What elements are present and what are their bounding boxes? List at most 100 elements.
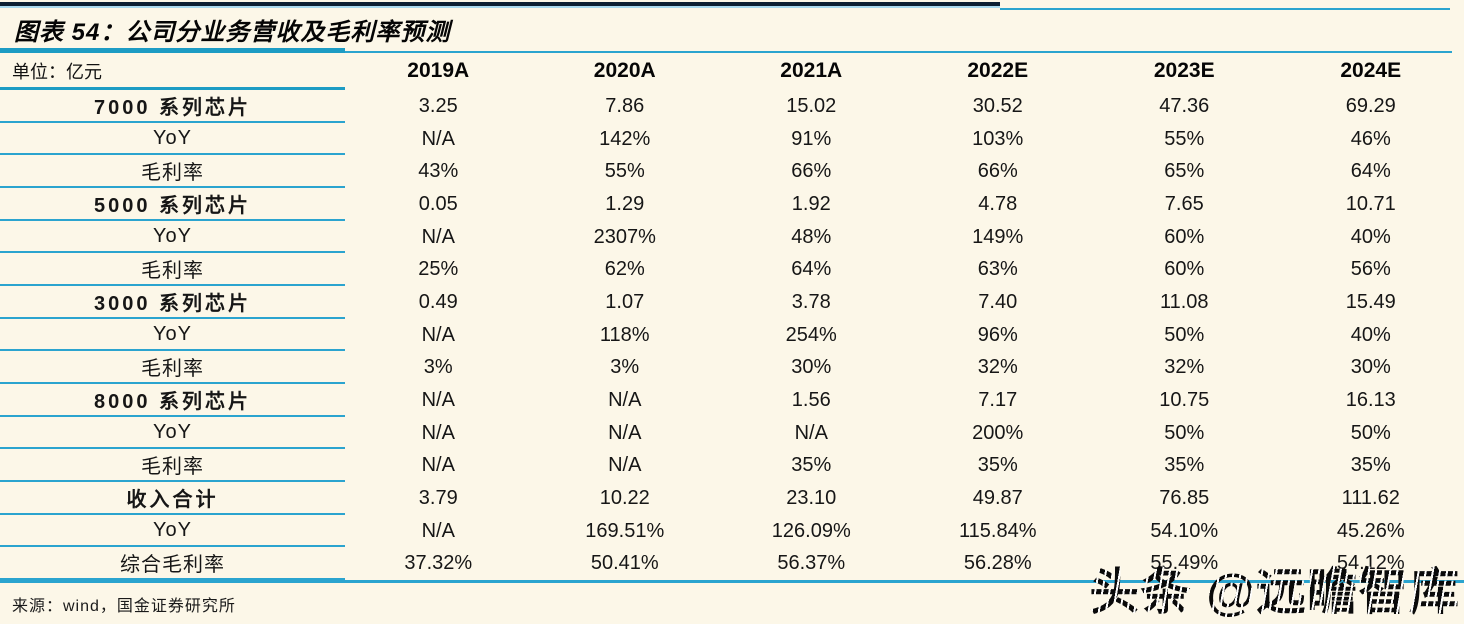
cell-value: 3.79 [345, 487, 532, 510]
cell-value: 1.29 [532, 193, 719, 216]
row-label: 7000 系列芯片 [0, 90, 345, 123]
cell-value: 45.26% [1278, 520, 1464, 543]
cell-value: 40% [1278, 324, 1464, 347]
cell-value: 62% [532, 258, 719, 281]
cell-value: 55% [532, 160, 719, 183]
cell-value: 1.07 [532, 291, 719, 314]
cell-value: 3.25 [345, 95, 532, 118]
cell-value: 32% [1091, 356, 1278, 379]
cell-value: 40% [1278, 226, 1464, 249]
cell-value: 3% [345, 356, 532, 379]
cell-value: 60% [1091, 226, 1278, 249]
watermark-text: 头条 @远瞻智库 [1089, 552, 1460, 624]
cell-value: 32% [905, 356, 1092, 379]
row-label: 毛利率 [0, 155, 345, 188]
cell-value: 35% [1091, 454, 1278, 477]
cell-value: 50% [1091, 422, 1278, 445]
row-label: YoY [0, 417, 345, 450]
cell-value: 7.86 [532, 95, 719, 118]
cell-value: 1.92 [718, 193, 905, 216]
column-header: 2020A [532, 59, 719, 83]
cell-value: 91% [718, 128, 905, 151]
row-label: YoY [0, 123, 345, 156]
chart-title: 图表 54：公司分业务营收及毛利率预测 [14, 12, 450, 47]
cell-value: 10.22 [532, 487, 719, 510]
cell-value: 10.71 [1278, 193, 1464, 216]
title-rule-thick [0, 48, 345, 53]
cell-value: 55% [1091, 128, 1278, 151]
cell-value: 96% [905, 324, 1092, 347]
row-label: YoY [0, 319, 345, 352]
cell-value: 169.51% [532, 520, 719, 543]
row-label: 毛利率 [0, 449, 345, 482]
cell-value: 48% [718, 226, 905, 249]
cell-value: 1.56 [718, 389, 905, 412]
cell-value: 66% [905, 160, 1092, 183]
cell-value: 50% [1278, 422, 1464, 445]
cell-value: N/A [718, 422, 905, 445]
cell-value: 47.36 [1091, 95, 1278, 118]
cell-value: 50.41% [532, 552, 719, 575]
cell-value: 0.05 [345, 193, 532, 216]
cell-value: 43% [345, 160, 532, 183]
cell-value: 2307% [532, 226, 719, 249]
cell-value: 111.62 [1278, 487, 1464, 510]
cell-value: 254% [718, 324, 905, 347]
top-rule-light-blue [0, 6, 1000, 8]
cell-value: 65% [1091, 160, 1278, 183]
cell-value: 35% [905, 454, 1092, 477]
top-rule-teal [1000, 8, 1450, 10]
cell-value: 103% [905, 128, 1092, 151]
cell-value: 7.65 [1091, 193, 1278, 216]
row-label: YoY [0, 515, 345, 548]
cell-value: N/A [345, 324, 532, 347]
cell-value: 56.37% [718, 552, 905, 575]
row-label: 综合毛利率 [0, 547, 345, 580]
cell-value: N/A [345, 520, 532, 543]
cell-value: N/A [532, 454, 719, 477]
cell-value: 15.02 [718, 95, 905, 118]
column-header: 2022E [905, 59, 1092, 83]
row-label: 5000 系列芯片 [0, 188, 345, 221]
column-header: 2019A [345, 59, 532, 83]
unit-label: 单位：亿元 [0, 58, 345, 84]
cell-value: 35% [718, 454, 905, 477]
row-label: 8000 系列芯片 [0, 384, 345, 417]
cell-value: 10.75 [1091, 389, 1278, 412]
cell-value: N/A [532, 389, 719, 412]
row-label: YoY [0, 221, 345, 254]
cell-value: 64% [718, 258, 905, 281]
cell-value: 56.28% [905, 552, 1092, 575]
cell-value: 7.17 [905, 389, 1092, 412]
cell-value: 46% [1278, 128, 1464, 151]
cell-value: 30% [1278, 356, 1464, 379]
cell-value: 142% [532, 128, 719, 151]
cell-value: 69.29 [1278, 95, 1464, 118]
row-label: 3000 系列芯片 [0, 286, 345, 319]
cell-value: 60% [1091, 258, 1278, 281]
cell-value: 49.87 [905, 487, 1092, 510]
cell-value: 50% [1091, 324, 1278, 347]
cell-value: 35% [1278, 454, 1464, 477]
cell-value: 3% [532, 356, 719, 379]
column-header: 2024E [1278, 59, 1464, 83]
cell-value: 3.78 [718, 291, 905, 314]
cell-value: N/A [345, 128, 532, 151]
cell-value: N/A [345, 422, 532, 445]
cell-value: 63% [905, 258, 1092, 281]
cell-value: 11.08 [1091, 291, 1278, 314]
cell-value: 23.10 [718, 487, 905, 510]
cell-value: 200% [905, 422, 1092, 445]
cell-value: 76.85 [1091, 487, 1278, 510]
